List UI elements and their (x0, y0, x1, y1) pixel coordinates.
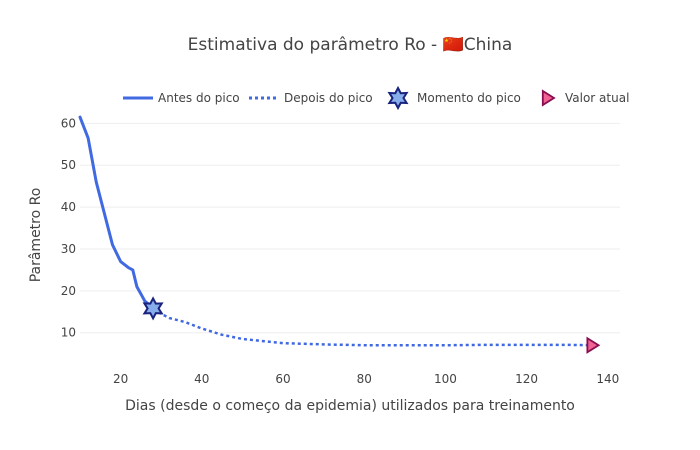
x-axis-label: Dias (desde o começo da epidemia) utiliz… (125, 398, 575, 414)
legend-item-triangle[interactable]: Valor atual (541, 89, 630, 107)
legend-label: Valor atual (565, 91, 629, 105)
x-tick-label: 20 (113, 372, 128, 386)
x-tick-label: 120 (515, 372, 538, 386)
peak-marker-star-icon[interactable] (142, 296, 164, 321)
series-depois-do-pico[interactable] (152, 308, 592, 347)
current-value-marker-triangle-icon[interactable] (586, 336, 601, 354)
x-tick-label: 40 (194, 372, 209, 386)
series-antes-do-pico[interactable] (78, 115, 155, 310)
y-tick-label: 60 (61, 116, 76, 130)
china-flag-icon: 🇨🇳 (443, 35, 464, 55)
legend-label: Antes do pico (158, 91, 240, 105)
legend-label: Momento do pico (417, 91, 521, 105)
y-axis-label: Parâmetro Ro (28, 188, 44, 283)
x-tick-label: 60 (275, 372, 290, 386)
legend-star-icon (387, 85, 409, 111)
legend[interactable]: Antes do pico Depois do pico Momento do pi… (123, 85, 630, 111)
x-axis-ticks: 20 40 60 80 100 120 140 (113, 372, 619, 386)
x-tick-label: 100 (434, 372, 457, 386)
y-axis-ticks: 10 20 30 40 50 60 (61, 116, 76, 339)
legend-item-dotted[interactable]: Depois do pico (249, 91, 373, 105)
gridlines (80, 122, 620, 334)
y-tick-label: 10 (61, 326, 76, 340)
y-tick-label: 30 (61, 242, 76, 256)
y-tick-label: 20 (61, 284, 76, 298)
legend-triangle-icon (541, 89, 556, 107)
y-tick-label: 50 (61, 158, 76, 172)
legend-label: Depois do pico (284, 91, 373, 105)
legend-item-solid[interactable]: Antes do pico (123, 91, 240, 105)
series-layer (78, 115, 592, 347)
y-tick-label: 40 (61, 200, 76, 214)
legend-item-star[interactable]: Momento do pico (387, 85, 521, 111)
x-tick-label: 140 (596, 372, 619, 386)
chart-title-text: Estimativa do parâmetro Ro - (188, 35, 443, 55)
markers-layer (142, 296, 601, 354)
x-tick-label: 80 (357, 372, 372, 386)
chart-title-country: China (464, 35, 513, 55)
chart-title: Estimativa do parâmetro Ro - 🇨🇳China (188, 35, 513, 55)
